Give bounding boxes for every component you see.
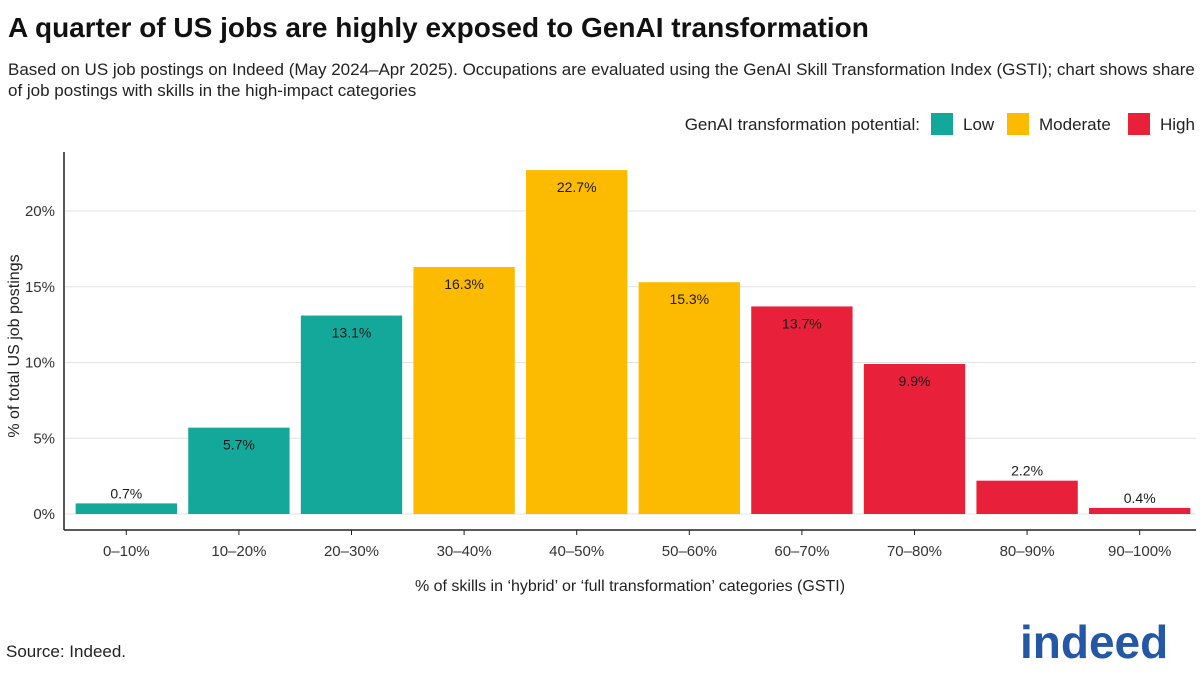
chart-title: A quarter of US jobs are highly exposed … [8, 12, 869, 43]
legend-label: Moderate [1039, 115, 1111, 134]
indeed-logo: indeed [1020, 614, 1190, 668]
bar [751, 306, 853, 514]
source-note: Source: Indeed. [6, 642, 127, 661]
legend-swatch [1128, 113, 1150, 135]
x-tick-label: 80–90% [1000, 543, 1055, 560]
bar-value-label: 16.3% [444, 276, 484, 292]
x-tick-label: 40–50% [549, 543, 604, 560]
bar-value-label: 13.7% [782, 315, 822, 331]
x-tick-label: 30–40% [437, 543, 492, 560]
bar [526, 170, 628, 514]
bar-value-label: 22.7% [557, 179, 597, 195]
legend-swatch [931, 113, 953, 135]
y-axis-title: % of total US job postings [6, 254, 23, 437]
bars: 0.7% 5.7% 13.1% 16.3% 22.7% 15.3% 13.7% 9.9% 2.2… [75, 170, 1191, 514]
y-tick-label: 5% [33, 430, 55, 447]
indeed-logo-text: indeed [1020, 616, 1168, 666]
bar-value-label: 5.7% [223, 437, 255, 453]
x-tick-label: 70–80% [887, 543, 942, 560]
bar-value-label: 0.4% [1124, 490, 1156, 506]
legend-label: High [1160, 115, 1195, 134]
indeed-logo-mark: indeed [1020, 616, 1168, 668]
x-tick-label: 20–30% [324, 543, 379, 560]
y-tick-label: 15% [25, 279, 55, 296]
y-tick-label: 0% [33, 506, 55, 523]
legend: GenAI transformation potential: Low Modera… [685, 113, 1195, 135]
x-tick-label: 90–100% [1108, 543, 1171, 560]
bar-value-label: 15.3% [669, 291, 709, 307]
y-tick-label: 20% [25, 203, 55, 220]
x-axis-title: % of skills in ‘hybrid’ or ‘full transfo… [415, 578, 845, 595]
axes: 0% 5% 10% 15% 20% 0–10% 10–20% 20–30% 30–40% 40–5… [6, 152, 1196, 595]
bar [976, 480, 1078, 514]
bar-value-label: 9.9% [899, 373, 931, 389]
legend-swatch [1007, 113, 1029, 135]
chart-subtitle: Based on US job postings on Indeed (May … [8, 60, 1195, 100]
bar [1089, 507, 1191, 514]
y-tick-label: 10% [25, 355, 55, 372]
legend-label: Low [963, 115, 995, 134]
bar [75, 503, 177, 514]
bar [188, 427, 290, 514]
bar-value-label: 0.7% [110, 485, 142, 501]
bar-value-label: 13.1% [332, 325, 372, 341]
x-tick-label: 60–70% [774, 543, 829, 560]
bar [863, 364, 966, 514]
bar-value-label: 2.2% [1011, 463, 1043, 479]
bar [300, 315, 403, 514]
legend-title: GenAI transformation potential: [685, 115, 920, 134]
bar [413, 267, 515, 514]
x-tick-label: 0–10% [103, 543, 150, 560]
x-tick-label: 10–20% [211, 543, 266, 560]
bar [638, 282, 740, 514]
x-tick-label: 50–60% [662, 543, 717, 560]
